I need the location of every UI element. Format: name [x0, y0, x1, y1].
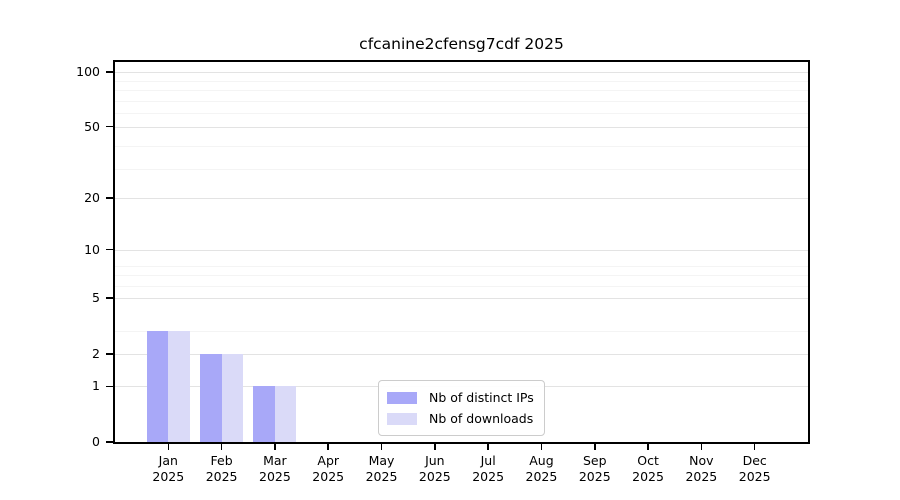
x-tick-label: Jul 2025 [472, 453, 505, 484]
legend-label: Nb of downloads [429, 411, 534, 426]
bar-feb-distinct-ips [200, 353, 222, 442]
y-tick-label: 2 [92, 345, 100, 361]
y-tick-mark [106, 353, 113, 355]
x-tick-mark [700, 444, 703, 450]
x-tick-mark [167, 444, 170, 450]
major-gridline [115, 71, 808, 73]
x-tick-mark [647, 444, 649, 450]
x-tick-mark [380, 444, 383, 450]
y-tick-mark [106, 196, 113, 199]
x-tick-label: Aug 2025 [525, 453, 558, 484]
x-tick-label: Oct 2025 [632, 453, 664, 484]
bar-jan-distinct-ips [146, 330, 169, 442]
y-tick-mark [106, 70, 113, 73]
x-tick-label: Feb 2025 [205, 453, 238, 484]
x-tick-mark [434, 444, 436, 450]
x-tick-label: May 2025 [365, 453, 398, 484]
x-tick-label: Apr 2025 [312, 453, 345, 484]
minor-gridline [115, 275, 808, 277]
x-tick-mark [593, 444, 596, 450]
legend-swatch [387, 391, 417, 404]
x-tick-mark [487, 444, 489, 450]
minor-gridline [115, 80, 808, 82]
y-tick-mark [106, 385, 113, 388]
bar-mar-distinct-ips [253, 386, 275, 442]
y-tick-mark [106, 248, 113, 251]
y-tick-label: 10 [84, 241, 100, 257]
minor-gridline [115, 285, 808, 287]
x-tick-mark [753, 444, 756, 450]
y-tick-mark [106, 441, 113, 443]
legend: Nb of distinct IPs Nb of downloads [378, 380, 545, 436]
plot-area: Nb of distinct IPs Nb of downloads [113, 60, 810, 444]
y-tick-mark [106, 297, 113, 300]
minor-gridline [115, 169, 808, 171]
major-gridline [115, 298, 808, 300]
major-gridline [115, 353, 808, 355]
x-tick-label: Dec 2025 [738, 453, 771, 484]
legend-label: Nb of distinct IPs [429, 390, 534, 405]
y-tick-label: 20 [84, 189, 100, 205]
minor-gridline [115, 113, 808, 115]
y-tick-label: 0 [92, 434, 100, 449]
minor-gridline [115, 265, 808, 267]
x-tick-label: Sep 2025 [578, 453, 611, 484]
y-tick-label: 5 [92, 290, 100, 306]
bar-mar-downloads [274, 386, 297, 442]
y-tick-mark [106, 125, 113, 128]
minor-gridline [115, 146, 808, 148]
legend-entry: Nb of distinct IPs [387, 387, 534, 408]
major-gridline [115, 249, 808, 251]
chart-title: cfcanine2cfensg7cdf 2025 [359, 35, 564, 53]
minor-gridline [115, 101, 808, 103]
x-tick-label: Mar 2025 [259, 453, 291, 484]
x-tick-mark [327, 444, 330, 450]
major-gridline [115, 126, 808, 128]
x-tick-label: Nov 2025 [685, 453, 718, 484]
y-tick-label: 1 [92, 378, 100, 394]
x-tick-label: Jun 2025 [418, 453, 451, 484]
y-tick-label: 50 [84, 118, 100, 134]
x-tick-mark [220, 444, 223, 450]
bar-jan-downloads [168, 330, 190, 442]
legend-entry: Nb of downloads [387, 408, 534, 429]
y-tick-label: 100 [76, 63, 100, 79]
x-tick-label: Jan 2025 [152, 453, 185, 484]
legend-swatch [387, 412, 417, 425]
major-gridline [115, 197, 808, 199]
minor-gridline [115, 330, 808, 332]
bar-feb-downloads [221, 353, 244, 442]
x-tick-mark [540, 444, 543, 450]
minor-gridline [115, 90, 808, 92]
x-tick-mark [274, 444, 276, 450]
